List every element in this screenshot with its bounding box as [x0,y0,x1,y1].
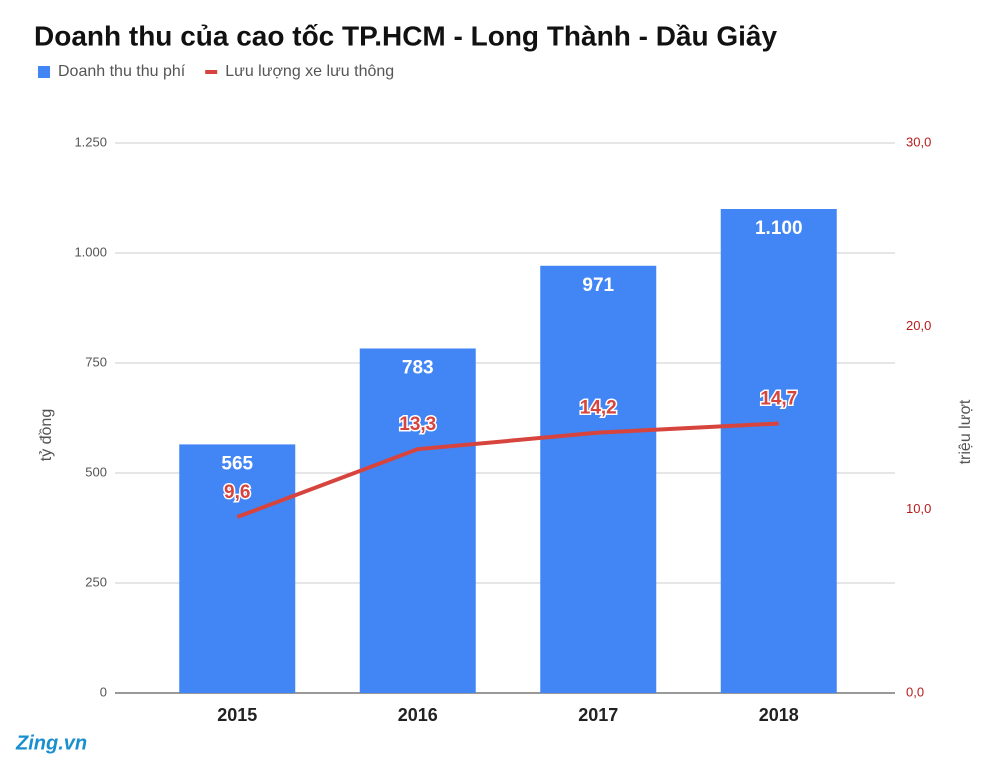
legend-label: Doanh thu thu phí [58,63,186,80]
bar [720,209,837,693]
line [236,421,779,519]
y2-tick-label: 20,0 [906,318,931,333]
y-tick-label: 750 [85,354,107,369]
x-tick-label: 2017 [578,705,618,725]
y-tick-label: 1.000 [74,244,107,259]
bar [540,265,657,693]
x-tick-label: 2016 [398,705,438,725]
watermark: Zing.vn [15,732,87,754]
y2-tick-label: 0,0 [906,684,924,699]
legend-label: Lưu lượng xe lưu thông [225,63,394,80]
y2-tick-label: 30,0 [906,134,931,149]
line-value-label: 13,3 [399,414,436,435]
y-axis-title: tỷ đồng [38,409,55,461]
bar-value-label: 783 [402,357,434,378]
line-value-label: 9,6 [224,482,250,503]
line-value-label: 14,2 [580,398,617,419]
chart-title: Doanh thu của cao tốc TP.HCM - Long Thàn… [34,20,777,51]
legend-swatch [205,70,218,74]
y-tick-label: 500 [85,464,107,479]
bar-value-label: 565 [221,453,253,474]
bar-value-label: 971 [582,275,614,296]
line-value-label: 14,7 [760,389,797,410]
y-tick-label: 1.250 [74,134,107,149]
x-tick-label: 2015 [217,705,257,725]
bar-value-label: 1.100 [755,218,803,239]
y2-tick-label: 10,0 [906,501,931,516]
legend-swatch [38,66,50,78]
y-tick-label: 250 [85,574,107,589]
y2-axis-title: triệu lượt [957,399,974,464]
y-tick-label: 0 [100,684,107,699]
x-tick-label: 2018 [759,705,799,725]
bar [179,444,296,693]
bar [359,348,476,693]
